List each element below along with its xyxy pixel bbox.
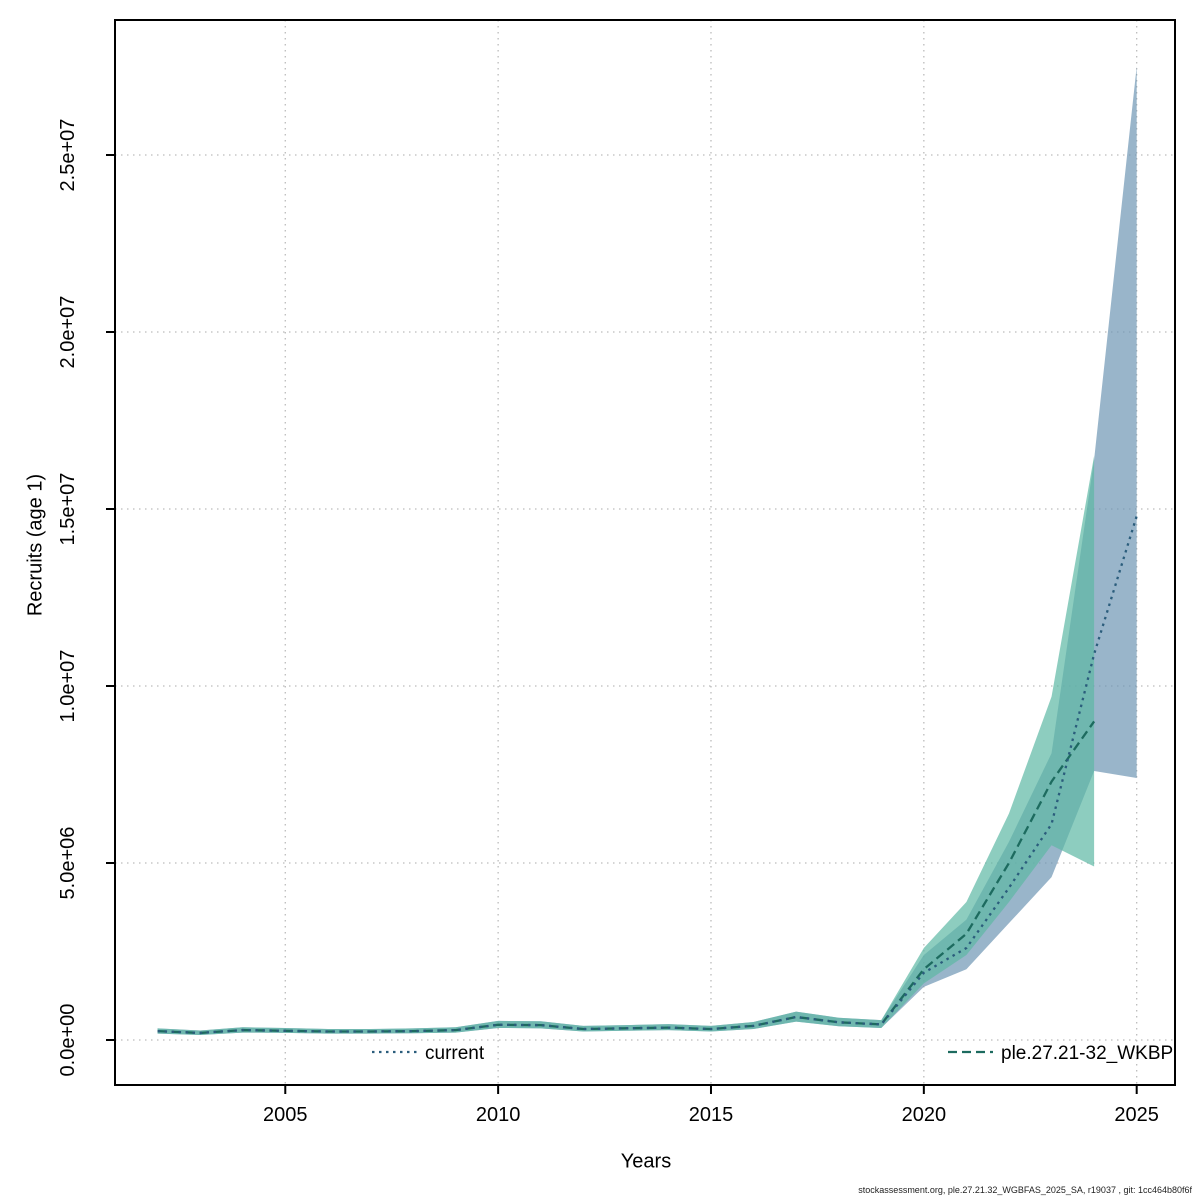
legend-label: current	[425, 1043, 485, 1064]
svg-text:1.0e+07: 1.0e+07	[57, 650, 79, 723]
svg-text:5.0e+06: 5.0e+06	[57, 827, 79, 900]
svg-text:2025: 2025	[1114, 1104, 1159, 1126]
svg-text:0.0e+00: 0.0e+00	[57, 1004, 79, 1077]
footer-attribution: stockassessment.org, ple.27.21.32_WGBFAS…	[858, 1185, 1192, 1195]
svg-text:2.5e+07: 2.5e+07	[57, 119, 79, 192]
svg-text:2.0e+07: 2.0e+07	[57, 296, 79, 369]
y-axis-title: Recruits (age 1)	[24, 473, 47, 617]
svg-text:2005: 2005	[263, 1104, 308, 1126]
svg-text:2010: 2010	[476, 1104, 521, 1126]
svg-text:2020: 2020	[902, 1104, 947, 1126]
legend-label: ple.27.21-32_WKBP	[1001, 1043, 1173, 1064]
svg-text:1.5e+07: 1.5e+07	[57, 473, 79, 546]
svg-text:2015: 2015	[689, 1104, 734, 1126]
x-axis-title: Years	[620, 1150, 672, 1173]
